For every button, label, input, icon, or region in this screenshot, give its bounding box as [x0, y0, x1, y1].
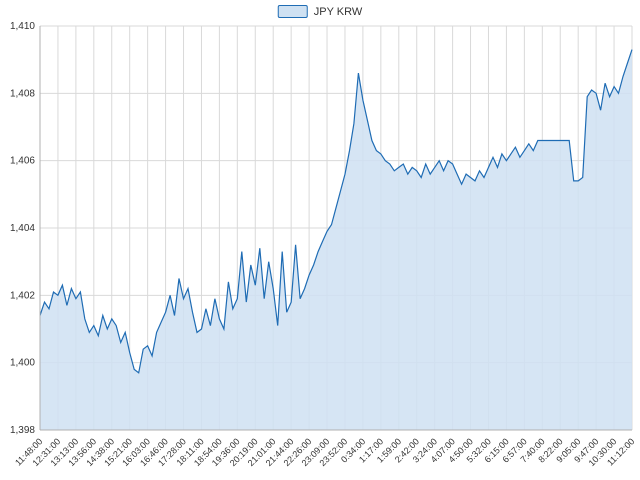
series-line: [39, 49, 633, 374]
y-axis-label: 1,408: [10, 88, 35, 99]
y-axis-label: 1,404: [10, 223, 35, 234]
y-axis-label: 1,406: [10, 156, 35, 167]
legend-label: JPY KRW: [313, 5, 363, 18]
y-axis-label: 1,398: [10, 425, 35, 436]
y-axis-label: 1,402: [10, 290, 35, 301]
legend-swatch-icon: [277, 5, 308, 18]
y-axis-label: 1,410: [10, 21, 35, 32]
area-fill: [40, 49, 632, 430]
y-axis-label: 1,400: [10, 358, 35, 369]
legend[interactable]: JPY KRW: [277, 5, 363, 18]
